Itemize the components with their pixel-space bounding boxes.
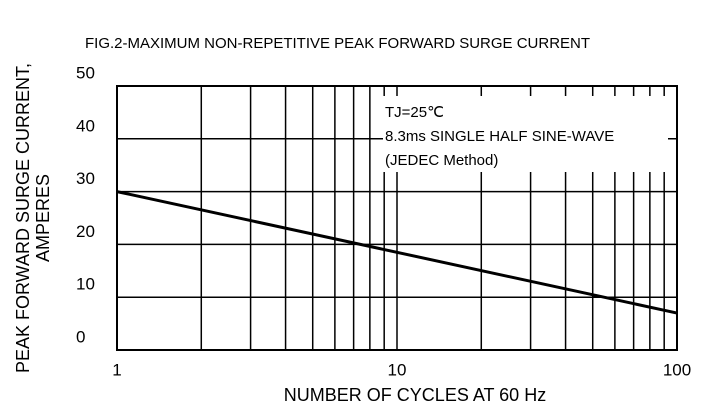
chart-title: FIG.2-MAXIMUM NON-REPETITIVE PEAK FORWAR… bbox=[85, 35, 590, 52]
annotation: 8.3ms SINGLE HALF SINE-WAVE bbox=[385, 128, 614, 145]
x-tick-label: 1 bbox=[112, 360, 121, 379]
y-tick-label: 10 bbox=[76, 275, 95, 294]
x-axis-label: NUMBER OF CYCLES AT 60 Hz bbox=[284, 385, 546, 405]
y-tick-label: 30 bbox=[76, 169, 95, 188]
data-line bbox=[116, 190, 678, 315]
y-tick-label: 40 bbox=[76, 116, 95, 135]
annotation: TJ=25℃ bbox=[385, 104, 444, 121]
x-tick-label: 100 bbox=[663, 360, 691, 379]
y-tick-label: 0 bbox=[76, 327, 85, 346]
annotation: (JEDEC Method) bbox=[385, 152, 498, 169]
y-axis-label: AMPERES bbox=[33, 174, 53, 262]
y-tick-label: 50 bbox=[76, 63, 95, 82]
annotation-background bbox=[383, 96, 668, 172]
y-tick-label: 20 bbox=[76, 222, 95, 241]
x-tick-label: 10 bbox=[388, 360, 407, 379]
y-axis-label: PEAK FORWARD SURGE CURRENT, bbox=[13, 63, 33, 373]
